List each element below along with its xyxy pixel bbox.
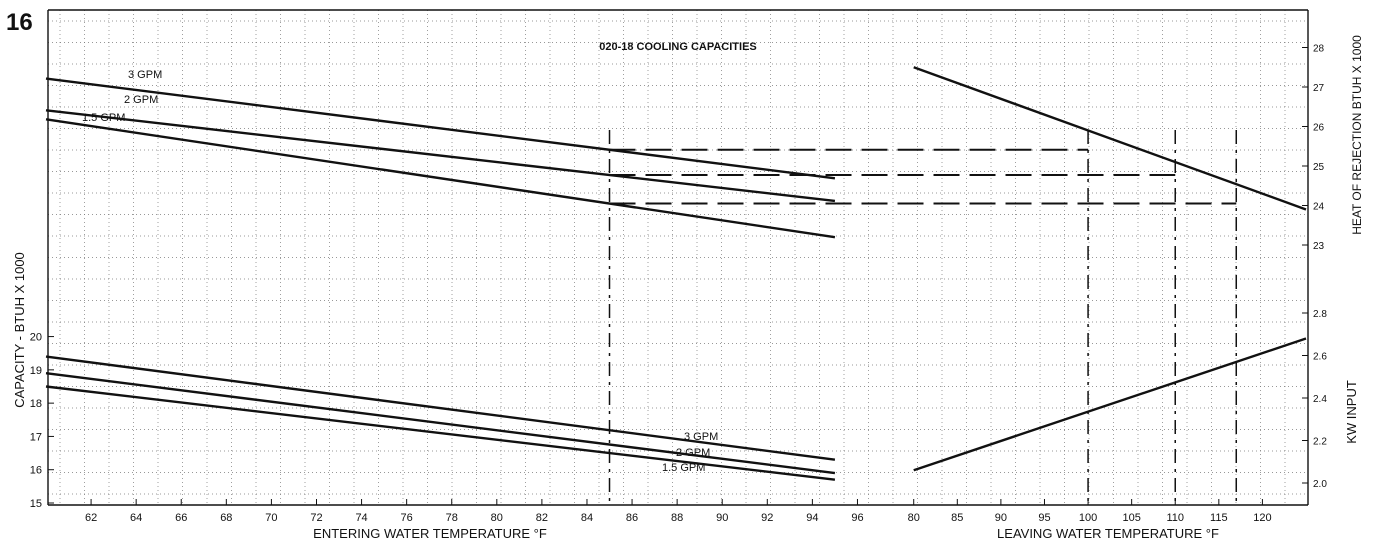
- heat-rejection-line: [45, 109, 836, 203]
- x-tick-label-leaving: 100: [1079, 512, 1097, 524]
- y2-tick-label-kw: 2.8: [1313, 309, 1327, 320]
- x-tick-label-entering: 80: [491, 512, 503, 524]
- x-tick-label-leaving: 105: [1122, 512, 1140, 524]
- x-axis-label-leaving: LEAVING WATER TEMPERATURE °F: [997, 526, 1219, 541]
- x-tick-label-entering: 70: [265, 512, 277, 524]
- x-tick-label-leaving: 115: [1210, 512, 1228, 524]
- chart-title: 020-18 COOLING CAPACITIES: [599, 41, 757, 53]
- y2-tick-label-kw: 2.0: [1313, 479, 1327, 490]
- x-tick-label-leaving: 120: [1253, 512, 1271, 524]
- x-tick-label-entering: 68: [220, 512, 232, 524]
- y2-tick-label-kw: 2.4: [1313, 394, 1327, 405]
- series-label-capacity-1-5gpm: 1.5 GPM: [662, 462, 705, 474]
- y2-axis-label-kw-input: KW INPUT: [1344, 380, 1359, 444]
- x-tick-label-leaving: 95: [1038, 512, 1050, 524]
- x-tick-label-entering: 62: [85, 512, 97, 524]
- x-tick-label-entering: 92: [761, 512, 773, 524]
- y2-axis-label-heat-rejection: HEAT OF REJECTION BTUH X 1000: [1350, 35, 1364, 235]
- x-tick-label-entering: 64: [130, 512, 142, 524]
- y2-tick-label-heat: 28: [1313, 44, 1325, 55]
- y2-tick-label-heat: 23: [1313, 241, 1325, 252]
- y-tick-label-capacity: 18: [30, 398, 42, 410]
- heat-rejection-line: [45, 77, 836, 180]
- x-tick-label-entering: 84: [581, 512, 593, 524]
- capacity-line: [45, 355, 836, 461]
- heat-rejection-leaving-line: [913, 66, 1307, 211]
- y-tick-label-capacity: 17: [30, 431, 42, 443]
- y-axis-label-capacity: CAPACITY - BTUH X 1000: [12, 252, 27, 408]
- chart-frame: [47, 9, 1309, 506]
- x-tick-label-entering: 76: [401, 512, 413, 524]
- x-tick-label-entering: 74: [355, 512, 367, 524]
- heat-rejection-line: [45, 118, 836, 239]
- chart-grid: [48, 10, 1308, 505]
- y-tick-label-capacity: 19: [30, 365, 42, 377]
- x-tick-label-entering: 72: [310, 512, 322, 524]
- x-tick-label-leaving: 80: [908, 512, 920, 524]
- x-tick-label-entering: 96: [851, 512, 863, 524]
- series-label-heat-3gpm: 3 GPM: [128, 69, 162, 81]
- x-tick-label-entering: 86: [626, 512, 638, 524]
- y-tick-label-capacity: 16: [30, 465, 42, 477]
- y-tick-label-capacity: 15: [30, 498, 42, 510]
- x-tick-label-entering: 66: [175, 512, 187, 524]
- tick-labels: 62 64 66 68 70 72 74 76 78 80 82 84 86 88 90 92 94 96 80 85…: [30, 44, 1328, 525]
- x-tick-label-entering: 90: [716, 512, 728, 524]
- capacity-line: [45, 371, 836, 475]
- y2-tick-label-heat: 26: [1313, 123, 1325, 134]
- series-label-capacity-3gpm: 3 GPM: [684, 431, 718, 443]
- capacity-line: [45, 385, 836, 481]
- data-series: 3 GPM 2 GPM 1.5 GPM 3 GPM 2 GPM 1.5 GPM: [45, 66, 1307, 481]
- x-tick-label-entering: 82: [536, 512, 548, 524]
- x-tick-label-entering: 88: [671, 512, 683, 524]
- series-label-heat-2gpm: 2 GPM: [124, 94, 158, 106]
- y2-tick-label-kw: 2.6: [1313, 352, 1327, 363]
- x-tick-label-leaving: 110: [1166, 512, 1184, 524]
- x-tick-label-entering: 78: [446, 512, 458, 524]
- x-tick-label-entering: 94: [806, 512, 818, 524]
- y-tick-label-capacity: 20: [30, 332, 42, 344]
- series-label-heat-1-5gpm: 1.5 GPM: [82, 112, 125, 124]
- y2-tick-label-kw: 2.2: [1313, 437, 1327, 448]
- y2-tick-label-heat: 27: [1313, 83, 1325, 94]
- y2-tick-label-heat: 25: [1313, 162, 1325, 173]
- guide-lines: [608, 130, 1238, 505]
- x-tick-label-leaving: 90: [995, 512, 1007, 524]
- x-tick-label-leaving: 85: [951, 512, 963, 524]
- series-label-capacity-2gpm: 2 GPM: [676, 447, 710, 459]
- y2-tick-label-heat: 24: [1313, 202, 1325, 213]
- x-axis-label-entering: ENTERING WATER TEMPERATURE °F: [313, 526, 547, 541]
- kw-input-line: [913, 337, 1307, 472]
- page-number: 16: [6, 9, 33, 36]
